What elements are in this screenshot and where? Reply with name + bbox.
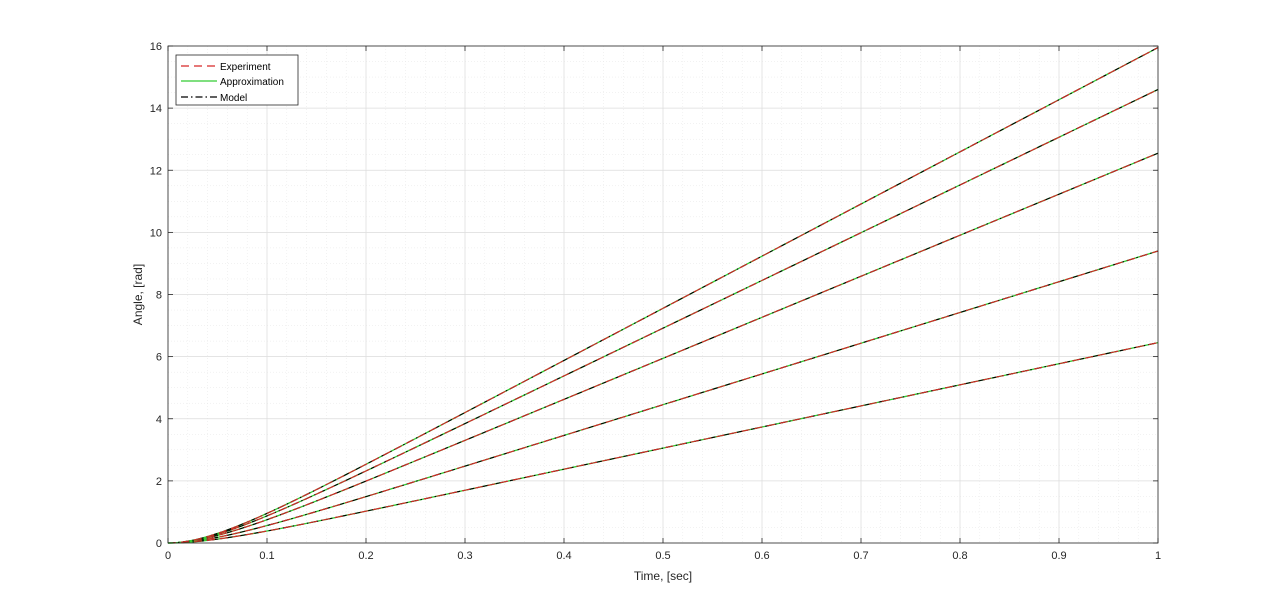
series-experiment-curve-3 — [167, 152, 1159, 544]
y-tick-label: 8 — [156, 290, 162, 302]
x-tick-label: 0.1 — [259, 550, 274, 562]
y-tick-label: 2 — [156, 476, 162, 488]
legend: Experiment Approximation Model — [175, 54, 299, 106]
major-grid — [167, 45, 1159, 544]
y-tick-label: 12 — [150, 165, 162, 177]
y-tick-label: 10 — [150, 227, 162, 239]
x-axis-label: Time, [sec] — [634, 569, 692, 583]
x-tick-label: 0.6 — [754, 550, 769, 562]
series-experiment-curve-4 — [167, 88, 1159, 544]
x-tick-label: 0 — [165, 550, 171, 562]
y-axis-label: Angle, [rad] — [131, 264, 145, 325]
y-tick-label: 6 — [156, 352, 162, 364]
x-tick-label: 0.8 — [952, 550, 967, 562]
series-experiment-curve-2 — [167, 250, 1159, 544]
y-tick-label: 0 — [156, 538, 162, 550]
series-model-curve-5 — [167, 47, 1159, 544]
y-tick-label: 16 — [150, 41, 162, 53]
legend-label-approximation: Approximation — [220, 77, 284, 88]
x-axis-ticks: 0 0.1 0.2 0.3 0.4 0.5 0.6 0.7 0.8 0.9 1 — [165, 46, 1161, 562]
series-experiment-curve-5 — [167, 47, 1159, 544]
x-tick-label: 0.9 — [1051, 550, 1066, 562]
x-tick-label: 0.4 — [556, 550, 571, 562]
y-tick-label: 4 — [156, 414, 162, 426]
x-tick-label: 0.3 — [457, 550, 472, 562]
y-tick-label: 14 — [150, 103, 162, 115]
y-axis-ticks: 0 2 4 6 8 10 12 14 16 — [150, 41, 1158, 550]
legend-label-experiment: Experiment — [220, 62, 271, 73]
x-tick-label: 1 — [1155, 550, 1161, 562]
x-tick-label: 0.5 — [655, 550, 670, 562]
series-group — [167, 46, 1159, 544]
x-tick-label: 0.2 — [358, 550, 373, 562]
x-tick-label: 0.7 — [853, 550, 868, 562]
series-model-curve-1 — [167, 342, 1159, 544]
legend-label-model: Model — [220, 93, 247, 104]
